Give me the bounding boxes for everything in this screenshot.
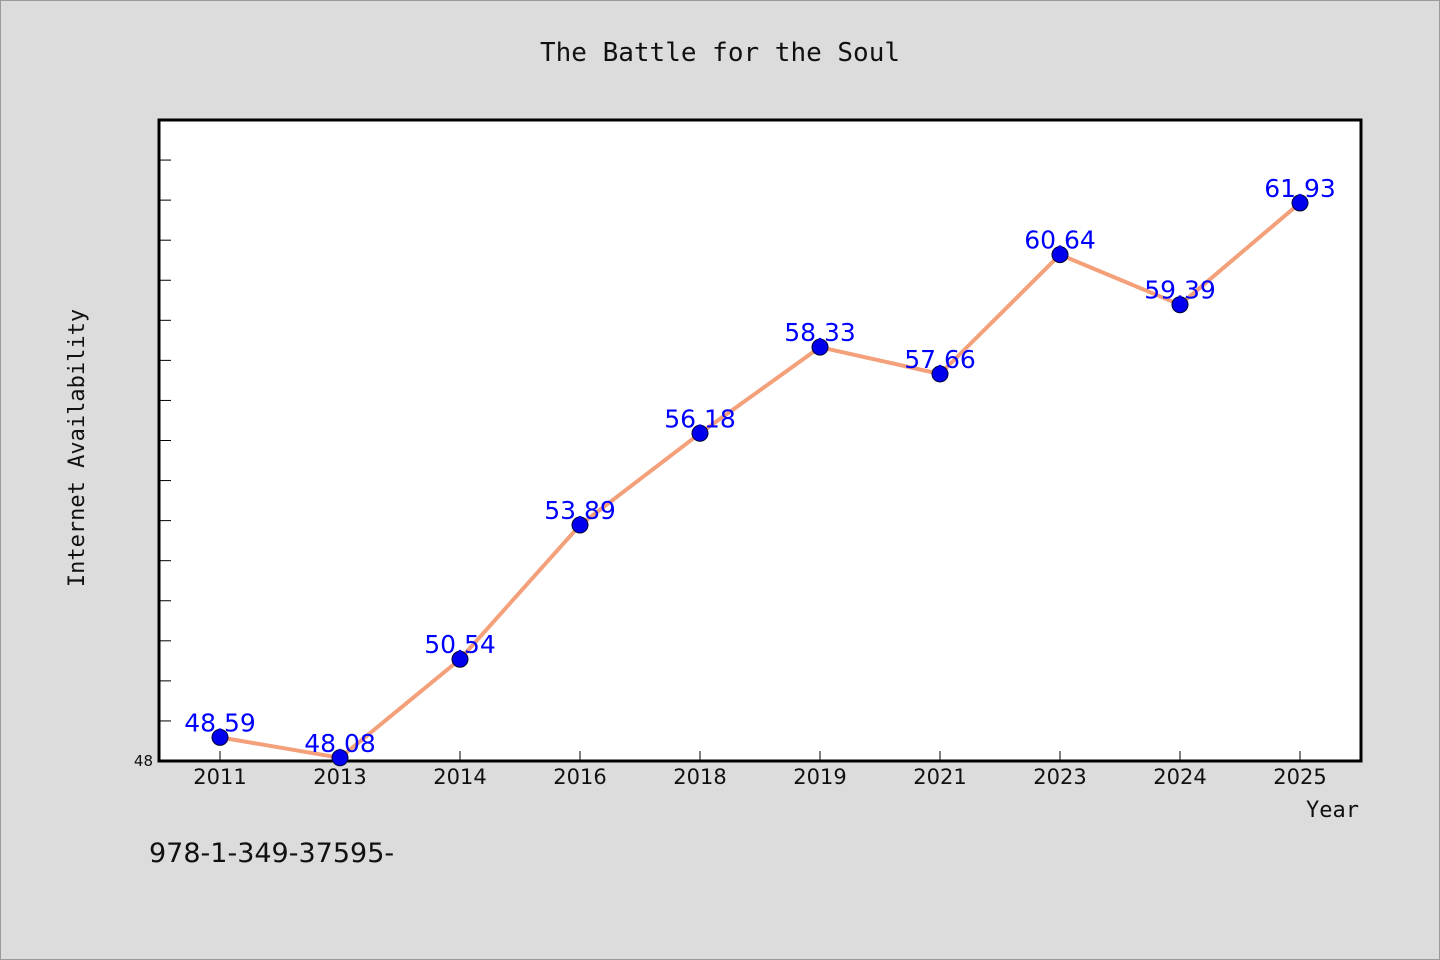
x-tick-label: 2013 — [313, 765, 366, 789]
data-point — [1051, 246, 1069, 264]
data-label: 61.93 — [1264, 174, 1336, 203]
y-axis-title: Internet Availability — [65, 309, 90, 587]
chart-title: The Battle for the Soul — [540, 38, 900, 68]
data-label: 59.39 — [1144, 276, 1216, 305]
x-tick-label: 2024 — [1153, 765, 1206, 789]
isbn-footer: 978-1-349-37595- — [149, 838, 394, 869]
x-tick-label: 2014 — [433, 765, 486, 789]
data-label: 53.89 — [544, 496, 616, 525]
data-point — [811, 338, 829, 356]
data-label: 58.33 — [784, 318, 856, 347]
x-tick-label: 2016 — [553, 765, 606, 789]
x-tick-label: 2019 — [793, 765, 846, 789]
data-point — [691, 424, 709, 442]
data-labels: 48.59 48.08 50.54 53.89 56.18 58.33 57.66 60.64… — [184, 174, 1336, 758]
x-tick-label: 2018 — [673, 765, 726, 789]
x-tick-label: 2025 — [1273, 765, 1326, 789]
series-line — [219, 201, 1302, 760]
y-axis-ticks: 48 — [134, 159, 171, 770]
x-tick-label: 2021 — [913, 765, 966, 789]
data-label: 50.54 — [424, 630, 496, 659]
data-point — [451, 650, 469, 668]
x-axis-title: Year — [1306, 798, 1359, 823]
data-point — [331, 749, 349, 767]
x-tick-label: 2023 — [1033, 765, 1086, 789]
plot-area — [157, 118, 1363, 763]
data-point — [931, 365, 949, 383]
y-tick-label: 48 — [134, 752, 153, 770]
data-label: 48.08 — [304, 729, 376, 758]
data-point — [1291, 194, 1309, 212]
data-point — [1171, 296, 1189, 314]
data-point — [211, 728, 229, 746]
data-point — [571, 516, 589, 534]
data-label: 48.59 — [184, 708, 256, 737]
series-markers — [211, 194, 1309, 767]
data-label: 56.18 — [664, 404, 736, 433]
data-label: 60.64 — [1024, 226, 1096, 255]
data-label: 57.66 — [904, 345, 976, 374]
x-tick-label: 2011 — [193, 765, 246, 789]
